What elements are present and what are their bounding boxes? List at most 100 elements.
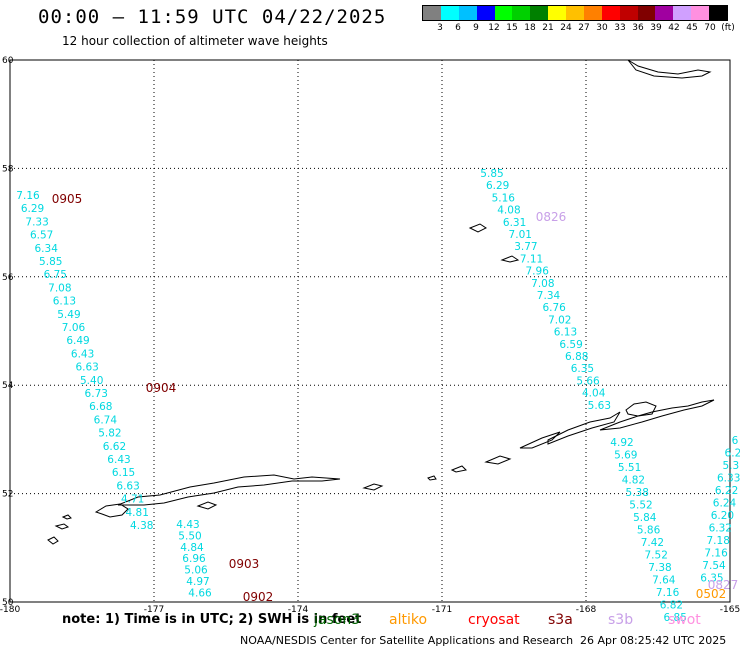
- legend-tick-label: 3: [437, 23, 443, 33]
- swh-value-label: 7.06: [62, 322, 86, 334]
- swh-value-label: 4.82: [622, 475, 645, 487]
- swh-value-label: 6.29: [21, 203, 44, 215]
- pass-time-label: 0827: [708, 578, 739, 592]
- swh-value-label: 6.82: [660, 600, 683, 612]
- swh-value-label: 5.49: [57, 309, 80, 321]
- legend-swatch: [512, 6, 531, 20]
- swh-value-label: 6.49: [66, 335, 89, 347]
- swh-value-label: 6.33: [717, 473, 740, 485]
- lon-tick-label: -177: [144, 605, 164, 615]
- legend-swatch: [583, 6, 602, 20]
- legend-tick-label: 21: [542, 23, 554, 33]
- swh-value-label: 6.85: [664, 612, 687, 624]
- swh-value-label: 5.85: [480, 168, 503, 180]
- legend-tick-label: 36: [632, 23, 644, 33]
- satellite-name: s3b: [608, 612, 634, 628]
- legend-swatch: [637, 6, 656, 20]
- lon-tick-label: -165: [720, 605, 740, 615]
- track-0905: 7.166.297.33 6.576.345.856.757.08 6.135.49…: [16, 190, 153, 532]
- coastline-segment: [547, 411, 621, 445]
- lon-tick-label: -180: [0, 605, 20, 615]
- coastline-segment: [196, 501, 218, 510]
- coastline-segment: [61, 514, 72, 520]
- swh-value-label: 5.84: [633, 512, 657, 524]
- legend-swatch: [548, 6, 566, 20]
- swh-value-label: 6.20: [711, 510, 734, 522]
- legend-tick-label: 45: [686, 23, 698, 33]
- swh-value-label: 7.18: [707, 535, 730, 547]
- swh-value-label: 7.34: [537, 290, 561, 302]
- coastline-segment: [484, 455, 512, 465]
- legend-swatch: [673, 6, 692, 20]
- swh-value-label: 7.16: [16, 190, 40, 202]
- swh-value-label: 5.63: [588, 400, 611, 412]
- legend-tick-label: 70: [704, 23, 716, 33]
- swh-value-label: 6.63: [75, 362, 98, 374]
- swh-value-label: 6.2: [725, 448, 740, 460]
- swh-value-label: 4.66: [188, 587, 212, 599]
- page-title: 00:00 – 11:59 UTC 04/22/2025: [38, 6, 387, 28]
- swh-value-label: 5.52: [629, 500, 652, 512]
- swh-value-label: 6.43: [107, 454, 130, 466]
- lat-tick-label: 58: [2, 164, 14, 174]
- color-legend: 3 6 9 12 15 18 21 24 27 30 33 36 39 42 45 70 (ft): [422, 5, 735, 35]
- legend-tick-label: 6: [455, 23, 461, 33]
- coastline-segment: [117, 474, 341, 506]
- legend-swatch: [494, 6, 513, 20]
- swh-value-label: 3.77: [514, 241, 537, 253]
- legend-tick-label: 27: [578, 23, 590, 33]
- legend-tick-label: 12: [488, 23, 500, 33]
- swh-value-label: 5.51: [618, 462, 641, 474]
- pass-time-label: 0904: [146, 381, 177, 395]
- graticule: [10, 60, 730, 602]
- swh-value-label: 6.15: [112, 467, 135, 479]
- lat-tick-label: 56: [2, 273, 14, 283]
- satellite-name: altiko: [389, 612, 428, 628]
- coastline-segment: [519, 431, 561, 449]
- swh-value-label: 5.50: [178, 530, 201, 542]
- coastline-segment: [362, 483, 384, 491]
- legend-swatch: [619, 6, 638, 20]
- swh-value-label: 7.33: [25, 216, 48, 228]
- swh-value-label: 6.32: [709, 523, 732, 535]
- legend-swatch: [566, 6, 584, 20]
- satellite-name: s3a: [548, 612, 573, 628]
- map-frame: [9, 59, 731, 603]
- legend-swatch: [423, 6, 441, 20]
- swh-value-label: 4.84: [180, 542, 204, 554]
- legend-swatches: [422, 5, 728, 21]
- pass-time-label: 0826: [536, 210, 567, 224]
- swh-value-label: 7.16: [704, 548, 728, 560]
- swh-value-label: 4.92: [610, 437, 633, 449]
- swh-value-label: 4.81: [126, 507, 149, 519]
- lat-tick-label: 50: [2, 598, 14, 608]
- swh-value-label: 6.59: [559, 339, 582, 351]
- swh-value-label: 4.71: [121, 494, 144, 506]
- legend-tick-label: 39: [650, 23, 662, 33]
- coastline-segment: [450, 465, 468, 473]
- legend-tick-label: 42: [668, 23, 680, 33]
- swh-value-label: 7.02: [548, 314, 571, 326]
- swh-value-label: 7.16: [656, 587, 680, 599]
- swh-value-label: 7.64: [652, 575, 676, 587]
- swh-value-label: 5.16: [492, 192, 516, 204]
- swh-value-label: 6.13: [554, 327, 577, 339]
- pass-time-label: 0903: [229, 557, 260, 571]
- coastline-segment: [94, 503, 129, 518]
- satellite-name: jason3: [314, 612, 361, 628]
- legend-swatch: [458, 6, 477, 20]
- swh-value-label: 4.97: [186, 576, 209, 588]
- legend-swatch: [476, 6, 495, 20]
- legend-labels: 3 6 9 12 15 18 21 24 27 30 33 36 39 42 45 70 (ft): [422, 21, 735, 35]
- swh-value-label: 4.43: [176, 519, 199, 531]
- legend-tick-label: (ft): [721, 23, 735, 33]
- satellite-name: cryosat: [468, 612, 520, 628]
- swh-value-label: 4.38: [130, 520, 153, 532]
- legend-tick-label: 30: [596, 23, 608, 33]
- swh-value-label: 4.04: [582, 388, 606, 400]
- swh-value-label: 5.40: [80, 375, 103, 387]
- swh-value-label: 4.08: [497, 205, 520, 217]
